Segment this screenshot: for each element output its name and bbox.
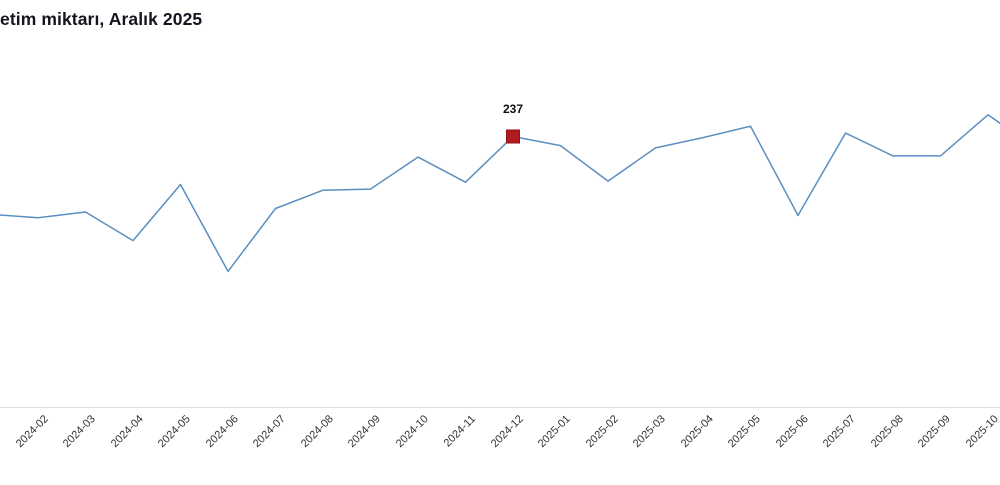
data-point-label: 237 xyxy=(502,102,524,116)
marked-point-marker[interactable] xyxy=(506,129,520,144)
series-line[interactable] xyxy=(0,114,1000,273)
chart-title: etim miktarı, Aralık 2025 xyxy=(0,9,203,29)
